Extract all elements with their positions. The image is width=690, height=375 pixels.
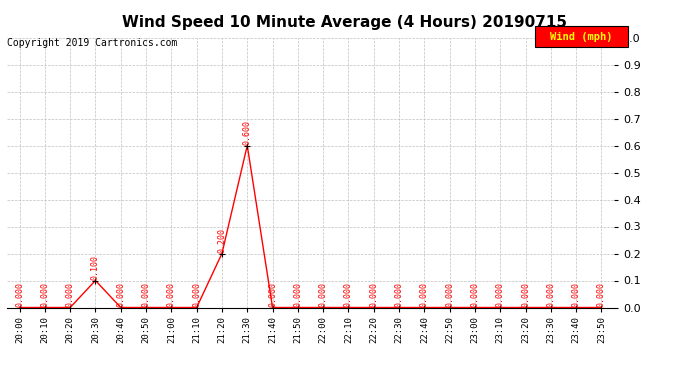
Text: 0.600: 0.600	[243, 120, 252, 145]
Text: 0.000: 0.000	[495, 282, 505, 307]
Text: 0.000: 0.000	[471, 282, 480, 307]
Text: 0.200: 0.200	[217, 228, 226, 253]
Text: 0.000: 0.000	[192, 282, 201, 307]
Text: 0.000: 0.000	[546, 282, 555, 307]
Text: Wind (mph): Wind (mph)	[550, 32, 613, 42]
Text: 0.000: 0.000	[141, 282, 150, 307]
Text: 0.000: 0.000	[66, 282, 75, 307]
Text: 0.000: 0.000	[597, 282, 606, 307]
Text: 0.000: 0.000	[369, 282, 378, 307]
Text: 0.000: 0.000	[293, 282, 302, 307]
Text: 0.000: 0.000	[395, 282, 404, 307]
Text: 0.100: 0.100	[91, 255, 100, 280]
Text: Copyright 2019 Cartronics.com: Copyright 2019 Cartronics.com	[7, 38, 177, 48]
Text: 0.000: 0.000	[319, 282, 328, 307]
Text: 0.000: 0.000	[571, 282, 581, 307]
Text: 0.000: 0.000	[445, 282, 454, 307]
Text: 0.000: 0.000	[521, 282, 530, 307]
Text: 0.000: 0.000	[420, 282, 429, 307]
Text: 0.000: 0.000	[344, 282, 353, 307]
Text: 0.000: 0.000	[268, 282, 277, 307]
Text: 0.000: 0.000	[167, 282, 176, 307]
Text: 0.000: 0.000	[15, 282, 24, 307]
Text: 0.000: 0.000	[40, 282, 50, 307]
Text: Wind Speed 10 Minute Average (4 Hours) 20190715: Wind Speed 10 Minute Average (4 Hours) 2…	[123, 15, 567, 30]
Text: 0.000: 0.000	[116, 282, 126, 307]
